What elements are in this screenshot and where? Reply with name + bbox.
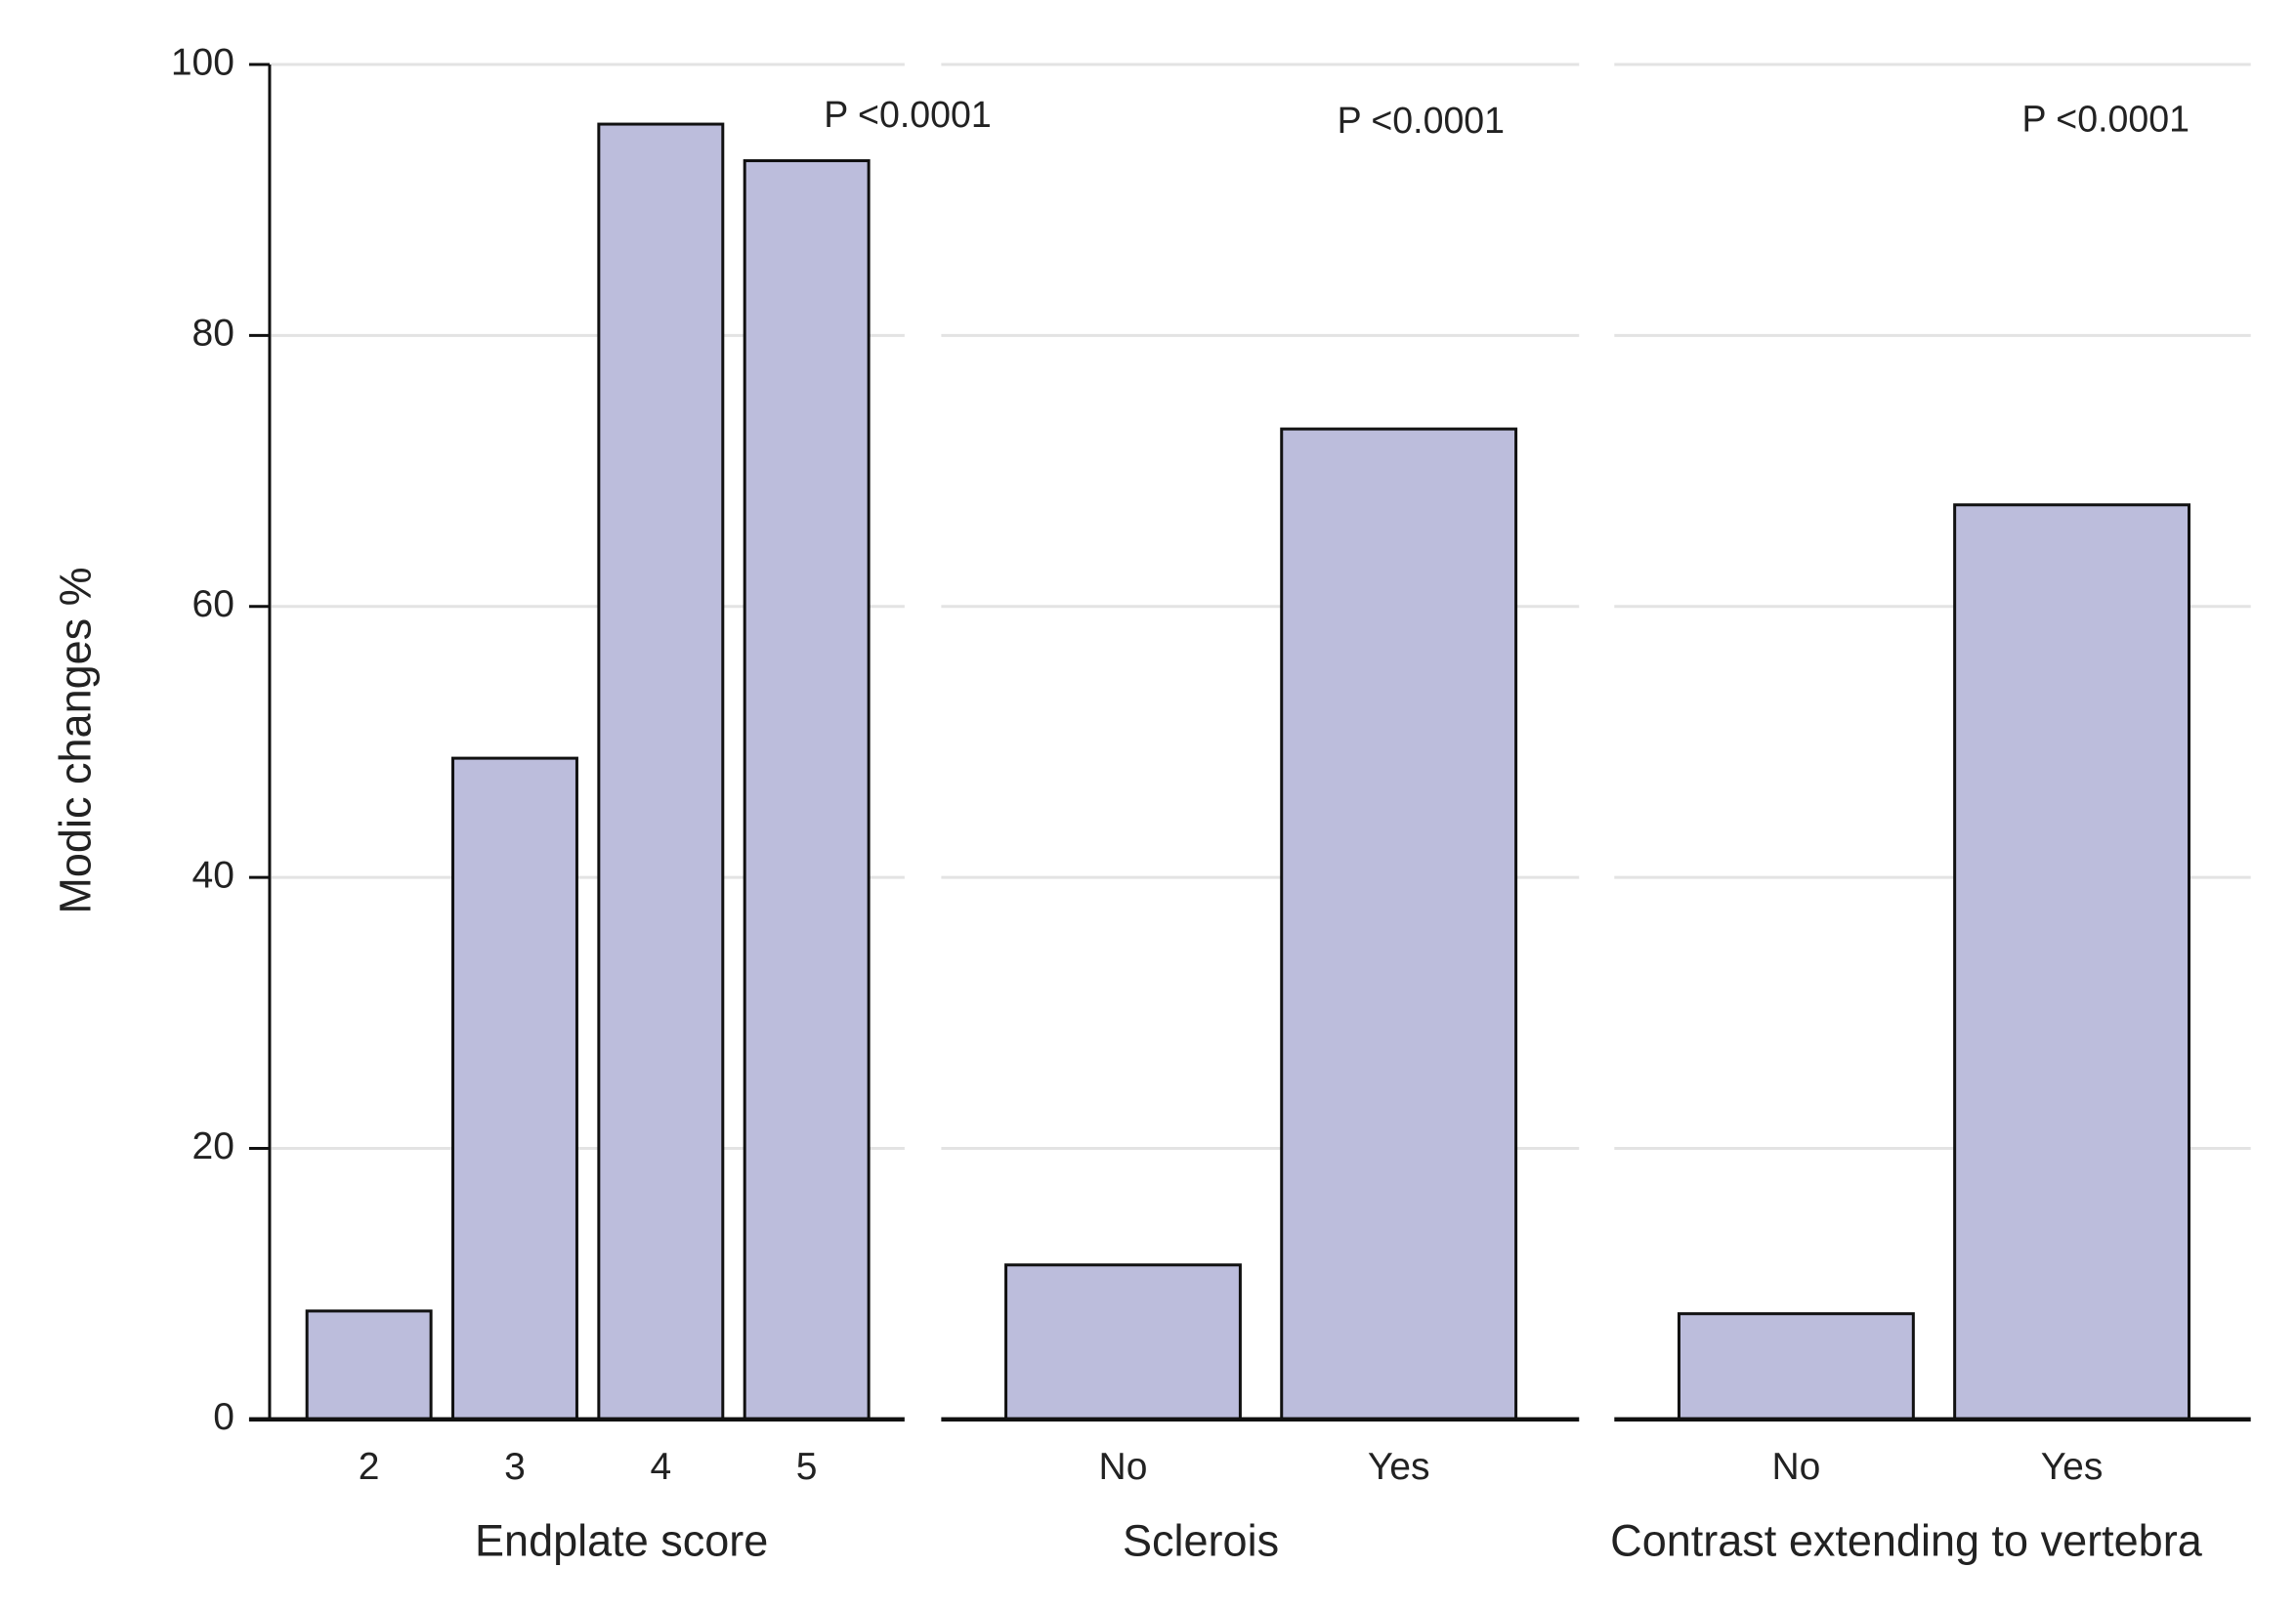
- y-tick-label: 60: [192, 583, 234, 625]
- x-tick-label: 2: [359, 1446, 380, 1488]
- x-tick-label: 4: [650, 1446, 671, 1488]
- bar: [1280, 427, 1518, 1421]
- y-tick-label: 40: [192, 854, 234, 896]
- x-tick-label: 3: [504, 1446, 526, 1488]
- x-axis-label: Sclerois: [1123, 1515, 1279, 1565]
- bar: [743, 159, 871, 1421]
- annotation: P <0.0001: [824, 94, 991, 135]
- y-tick-label: 20: [192, 1125, 234, 1167]
- bar: [1677, 1312, 1915, 1421]
- x-axis-label: Contrast extending to vertebra: [1610, 1515, 2203, 1565]
- x-tick-label: 5: [796, 1446, 818, 1488]
- x-tick-label: No: [1771, 1446, 1820, 1488]
- bar: [305, 1309, 433, 1421]
- bar: [1004, 1263, 1242, 1421]
- y-tick-label: 100: [171, 41, 234, 83]
- x-axis-label: Endplate score: [475, 1515, 768, 1565]
- x-tick-label: No: [1099, 1446, 1148, 1488]
- x-tick-label: Yes: [2041, 1446, 2104, 1488]
- y-axis-label: Modic changes %: [51, 567, 101, 913]
- bar: [451, 756, 578, 1421]
- annotation: P <0.0001: [1338, 100, 1505, 141]
- bar: [597, 122, 725, 1421]
- y-tick-label: 80: [192, 313, 234, 355]
- annotation: P <0.0001: [2022, 98, 2190, 139]
- y-tick-label: 0: [213, 1396, 234, 1438]
- x-tick-label: Yes: [1368, 1446, 1430, 1488]
- bar: [1953, 503, 2190, 1421]
